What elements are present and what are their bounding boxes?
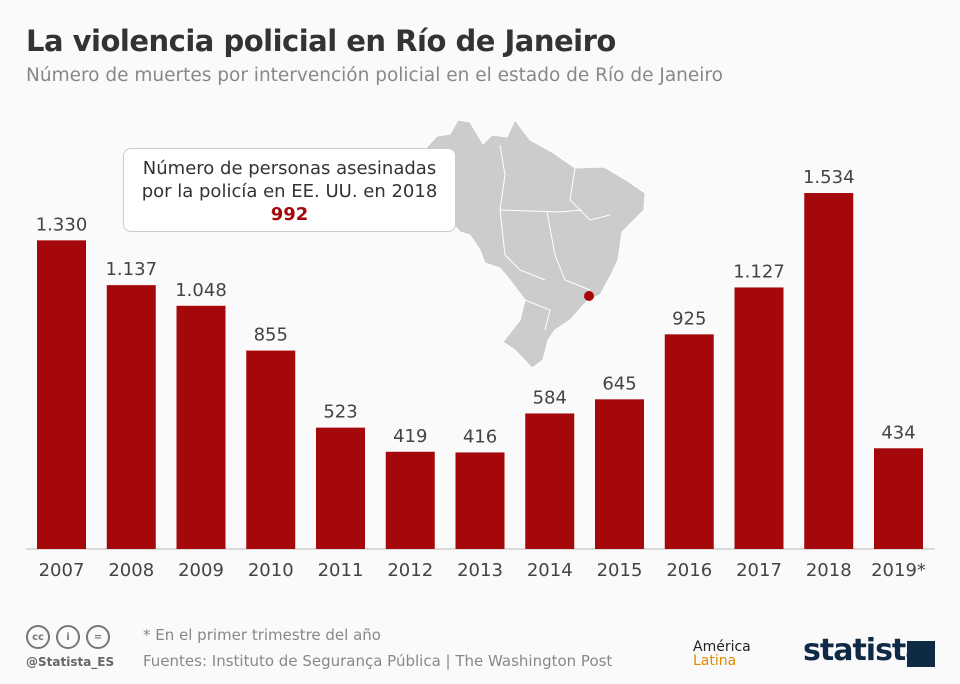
logo-text-b: Latina — [693, 653, 737, 669]
handle: @Statista_ES — [26, 655, 115, 669]
data-label: 1.330 — [36, 214, 88, 235]
bar-2007 — [37, 240, 86, 549]
america-latina-logo: América Latina — [693, 640, 751, 668]
bar-2019* — [874, 448, 923, 549]
x-tick-label: 2009 — [178, 560, 224, 581]
license-icons: cc i = — [26, 625, 110, 649]
x-tick-label: 2013 — [457, 560, 503, 581]
x-tick-label: 2019* — [871, 560, 926, 581]
by-icon: i — [56, 625, 80, 649]
cc-icon: cc — [26, 625, 50, 649]
x-tick-label: 2015 — [597, 560, 643, 581]
nd-icon: = — [86, 625, 110, 649]
data-label: 1.137 — [105, 259, 157, 280]
footnote: * En el primer trimestre del año — [143, 626, 381, 644]
data-label: 1.048 — [175, 280, 227, 301]
data-label: 925 — [672, 308, 706, 329]
bar-2014 — [525, 413, 575, 549]
bar-2010 — [246, 350, 296, 549]
x-tick-label: 2008 — [108, 560, 154, 581]
page-title: La violencia policial en Río de Janeiro — [26, 24, 616, 58]
x-tick-label: 2007 — [39, 560, 85, 581]
bar-2018 — [804, 193, 854, 549]
bar-2016 — [664, 334, 714, 549]
x-tick-label: 2018 — [806, 560, 852, 581]
bar-2009 — [176, 305, 226, 549]
statista-logo-icon — [907, 641, 935, 667]
data-label: 434 — [881, 422, 915, 443]
bar-2012 — [385, 451, 435, 549]
data-label: 416 — [463, 426, 497, 447]
subtitle: Número de muertes por intervención polic… — [26, 65, 723, 86]
x-tick-label: 2016 — [666, 560, 712, 581]
data-label: 419 — [393, 426, 427, 447]
statista-logo: statista — [803, 633, 926, 668]
bar-2015 — [595, 399, 644, 549]
callout-line2: por la policía en EE. UU. en 2018 — [141, 181, 438, 202]
bar-2008 — [106, 285, 156, 549]
data-label: 1.534 — [803, 167, 855, 188]
bar-2017 — [734, 287, 784, 549]
x-tick-label: 2017 — [736, 560, 782, 581]
x-tick-label: 2012 — [387, 560, 433, 581]
rio-marker — [584, 291, 594, 301]
bar-2013 — [455, 452, 505, 549]
data-label: 855 — [254, 325, 288, 346]
logo-text-a: América — [693, 639, 751, 655]
callout-value: 992 — [270, 204, 309, 225]
bar-2011 — [316, 427, 365, 549]
source: Fuentes: Instituto de Segurança Pública … — [143, 652, 613, 670]
x-tick-label: 2010 — [248, 560, 294, 581]
us-comparison-callout: Número de personas asesinadas por la pol… — [123, 148, 456, 232]
data-label: 1.127 — [733, 261, 785, 282]
callout-line1: Número de personas asesinadas — [142, 158, 437, 179]
x-tick-label: 2011 — [318, 560, 364, 581]
data-label: 645 — [602, 373, 636, 394]
brazil-map-icon — [423, 119, 646, 369]
x-tick-label: 2014 — [527, 560, 573, 581]
data-label: 523 — [323, 402, 357, 423]
data-label: 584 — [533, 387, 567, 408]
